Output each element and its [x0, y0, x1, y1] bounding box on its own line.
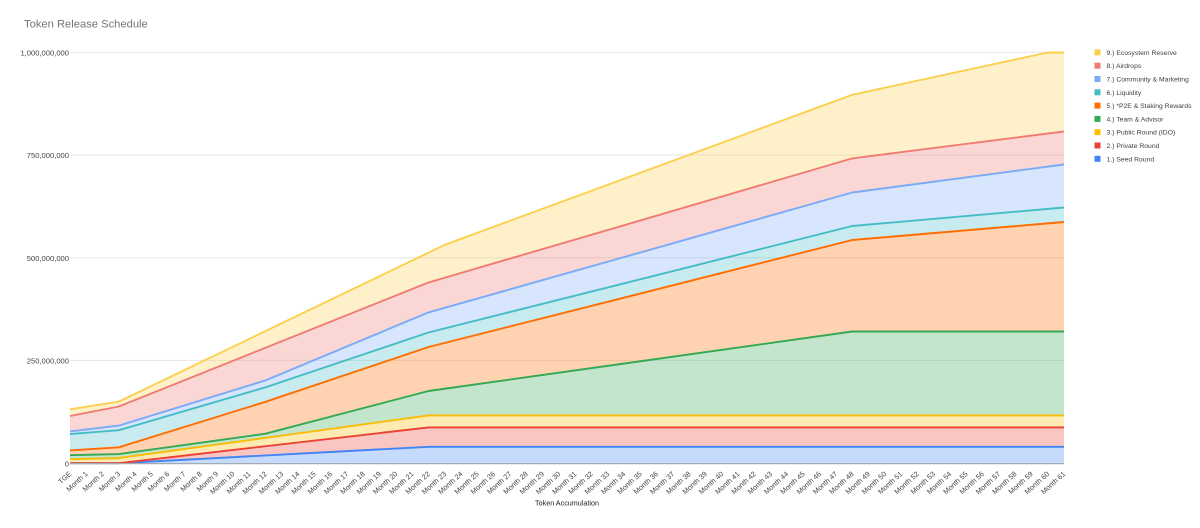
svg-text:1,000,000,000: 1,000,000,000 — [20, 49, 69, 58]
svg-text:500,000,000: 500,000,000 — [27, 254, 69, 263]
svg-text:250,000,000: 250,000,000 — [27, 357, 69, 366]
svg-text:Token Release Schedule: Token Release Schedule — [24, 19, 148, 31]
svg-text:2.) Private Round: 2.) Private Round — [1107, 143, 1160, 150]
svg-text:750,000,000: 750,000,000 — [27, 151, 69, 160]
svg-text:Token Accumulation: Token Accumulation — [535, 499, 599, 508]
svg-text:3.) Public Round (IDO): 3.) Public Round (IDO) — [1107, 130, 1176, 137]
svg-text:5.) *P2E & Staking Rewards: 5.) *P2E & Staking Rewards — [1107, 103, 1193, 110]
svg-text:6.) Liquidity: 6.) Liquidity — [1107, 90, 1142, 97]
svg-text:9.) Ecosystem Reserve: 9.) Ecosystem Reserve — [1107, 50, 1177, 57]
svg-text:1.) Seed Round: 1.) Seed Round — [1107, 156, 1155, 163]
svg-text:8.) Airdrops: 8.) Airdrops — [1107, 63, 1142, 70]
svg-text:7.) Community & Marketing: 7.) Community & Marketing — [1107, 77, 1190, 84]
svg-text:4.) Team & Advisor: 4.) Team & Advisor — [1107, 116, 1165, 123]
svg-text:0: 0 — [65, 459, 69, 468]
